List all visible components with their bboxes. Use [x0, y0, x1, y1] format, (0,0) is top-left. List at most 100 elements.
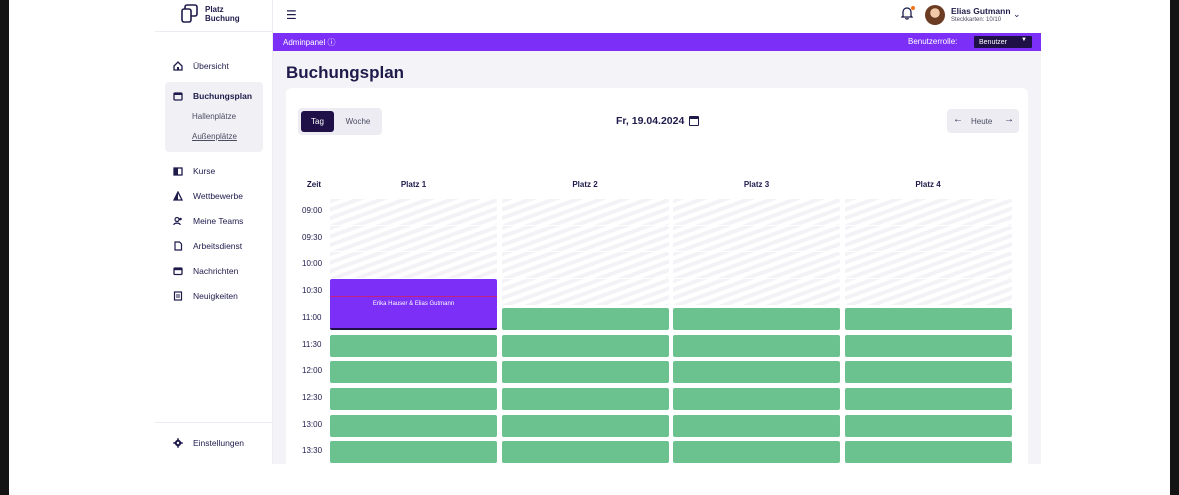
sidebar-item-label: Arbeitsdienst	[193, 240, 243, 251]
role-select[interactable]: Benutzer ▼	[974, 36, 1032, 48]
calendar-icon	[689, 116, 700, 126]
time-label: 09:00	[302, 206, 323, 215]
user-punch-cards: Steckkarten: 10/10	[951, 17, 1002, 23]
free-slot[interactable]	[501, 334, 669, 357]
free-slot[interactable]	[330, 414, 497, 437]
free-slot[interactable]	[330, 441, 497, 464]
free-slot[interactable]	[844, 414, 1012, 437]
chevron-down-icon[interactable]: ⌄	[1013, 9, 1021, 19]
gear-icon	[173, 438, 183, 448]
time-label: 11:30	[302, 339, 322, 349]
sidebar-group-buchungsplan: Buchungsplan Hallenplätze Außenplätze	[165, 82, 263, 152]
free-slot[interactable]	[673, 441, 840, 464]
arrow-left-icon[interactable]: ←	[953, 114, 963, 125]
free-slot[interactable]	[330, 334, 497, 357]
unavailable-slot	[501, 225, 669, 252]
unavailable-slot	[501, 199, 669, 225]
settings-label: Einstellungen	[193, 438, 245, 448]
free-slot[interactable]	[844, 307, 1012, 330]
time-label: 11:00	[302, 312, 322, 322]
sidebar-divider	[155, 422, 273, 423]
schedule-grid: Zeit Platz 1 Platz 2 Platz 3 Platz 4 09:00 09…	[286, 178, 1028, 464]
unavailable-slot	[673, 199, 840, 225]
unavailable-slot	[673, 279, 840, 305]
free-slot[interactable]	[844, 387, 1012, 410]
free-slot[interactable]	[673, 334, 840, 357]
sidebar-item-label: Wettbewerbe	[193, 190, 243, 201]
adminpanel-link[interactable]: Adminpanel ⓘ	[283, 38, 336, 47]
booking-label: Erika Hauser & Elias Gutmann	[372, 300, 455, 307]
calendar-icon	[173, 91, 183, 101]
sidebar-item-einstellungen[interactable]: Einstellungen	[173, 438, 244, 448]
screenshot-frame: Platz Buchung Übersicht	[9, 0, 1170, 495]
menu-icon[interactable]: ☰	[286, 8, 297, 22]
admin-bar: Adminpanel ⓘ Benutzerrolle: Benutzer ▼	[273, 33, 1041, 51]
time-label: 13:00	[302, 419, 323, 429]
free-slot[interactable]	[673, 414, 840, 437]
sidebar-item-meine-teams[interactable]: Meine Teams	[165, 208, 263, 233]
free-slot[interactable]	[844, 334, 1012, 357]
sidebar-item-kurse[interactable]: Kurse	[165, 158, 263, 183]
notification-dot	[911, 6, 915, 10]
home-icon	[173, 60, 183, 71]
sidebar-item-wettbewerbe[interactable]: Wettbewerbe	[165, 183, 263, 208]
avatar[interactable]	[925, 5, 945, 25]
sidebar-item-neuigkeiten[interactable]: Neuigkeiten	[165, 283, 263, 308]
sidebar-item-uebersicht[interactable]: Übersicht	[165, 53, 263, 78]
unavailable-slot	[844, 279, 1012, 305]
view-day-button[interactable]: Tag	[301, 111, 334, 132]
free-slot[interactable]	[501, 361, 669, 384]
sidebar-item-label: Übersicht	[193, 60, 229, 71]
court-header: Platz 2	[572, 180, 598, 189]
sidebar-item-label: Neuigkeiten	[193, 290, 238, 301]
time-label: 13:30	[302, 446, 323, 456]
date-picker[interactable]: Fr, 19.04.2024	[616, 115, 700, 127]
trophy-icon	[173, 190, 183, 201]
arrow-right-icon[interactable]: →	[1004, 114, 1014, 125]
sidebar-subitem-hallenplaetze[interactable]: Hallenplätze	[192, 111, 237, 121]
page-title: Buchungsplan	[286, 63, 405, 82]
mail-icon	[173, 266, 183, 276]
role-select-value: Benutzer	[979, 38, 1008, 46]
free-slot[interactable]	[501, 387, 669, 410]
today-button[interactable]: Heute	[971, 117, 993, 126]
free-slot[interactable]	[330, 387, 497, 410]
app-window: Platz Buchung Übersicht	[155, 0, 1041, 464]
free-slot[interactable]	[673, 307, 840, 330]
free-slot[interactable]	[501, 414, 669, 437]
news-icon	[173, 290, 183, 301]
current-date: Fr, 19.04.2024	[616, 115, 685, 127]
unavailable-slot	[330, 199, 497, 225]
unavailable-slot	[673, 225, 840, 252]
free-slot[interactable]	[330, 361, 497, 384]
sidebar-item-nachrichten[interactable]: Nachrichten	[165, 258, 263, 283]
sidebar-item-buchungsplan[interactable]: Buchungsplan	[165, 86, 263, 106]
court-header: Platz 3	[743, 180, 770, 189]
time-label: 12:00	[302, 366, 323, 376]
free-slot[interactable]	[844, 441, 1012, 464]
free-slot[interactable]	[673, 361, 840, 384]
unavailable-slot	[844, 199, 1012, 225]
free-slot[interactable]	[844, 361, 1012, 384]
view-week-button[interactable]: Woche	[345, 117, 371, 126]
unavailable-slot	[501, 279, 669, 305]
free-slot[interactable]	[501, 307, 669, 330]
sidebar-item-label: Nachrichten	[193, 265, 239, 276]
app-logo[interactable]: Platz Buchung	[181, 4, 240, 24]
unavailable-slot	[844, 225, 1012, 252]
free-slot[interactable]	[673, 387, 840, 410]
user-name[interactable]: Elias Gutmann	[951, 6, 1011, 16]
time-label: 09:30	[302, 232, 323, 242]
logo-icon	[181, 4, 199, 24]
booking-block[interactable]: Erika Hauser & Elias Gutmann	[330, 279, 497, 331]
time-label: 12:30	[302, 392, 323, 402]
logo-text-line1: Platz	[205, 5, 224, 14]
unavailable-slot	[673, 252, 840, 279]
date-navigation: ← Heute →	[947, 109, 1019, 133]
sidebar-subitem-aussenplaetze[interactable]: Außenplätze	[192, 131, 237, 141]
bell-icon[interactable]	[900, 6, 915, 22]
sidebar-item-arbeitsdienst[interactable]: Arbeitsdienst	[165, 233, 263, 258]
free-slot[interactable]	[501, 441, 669, 464]
document-icon	[173, 240, 183, 251]
court-header: Platz 4	[915, 180, 941, 189]
